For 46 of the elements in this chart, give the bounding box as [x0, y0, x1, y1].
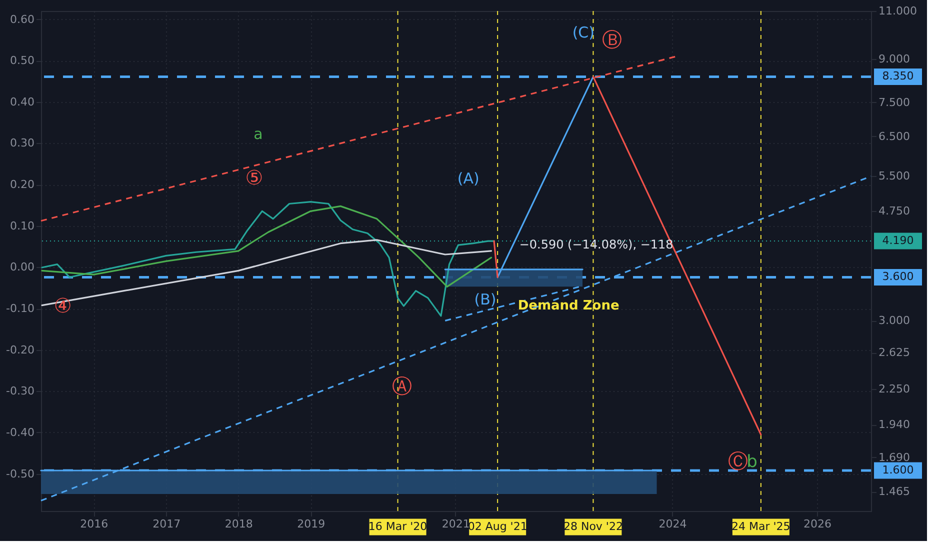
y-tick-label: 0.30: [10, 136, 34, 150]
y-tick-label: -0.20: [6, 343, 34, 356]
y-tick-label: 0.00: [10, 260, 34, 274]
ref-line-label: 1.600: [882, 464, 914, 477]
annotation: Ⓑ: [602, 28, 622, 52]
annotation: ⑤: [245, 165, 264, 190]
y2-tick-label: 3.000: [878, 314, 910, 328]
y-tick-label: 0.40: [10, 95, 34, 108]
annotation: Demand Zone: [518, 298, 620, 314]
y2-tick-label: 2.250: [878, 382, 910, 396]
x-tick-label: 2017: [152, 518, 181, 530]
y-tick-label: -0.10: [6, 302, 34, 316]
annotation: (C): [572, 24, 595, 42]
y2-tick-label: 1.465: [878, 485, 910, 498]
x-tick-label: 2021: [442, 518, 470, 530]
y-tick-label: -0.40: [6, 426, 34, 439]
ref-line-label: 16 Mar '20: [368, 520, 428, 533]
y2-tick-label: 7.500: [878, 96, 910, 109]
y2-tick-label: 9.000: [878, 52, 910, 66]
ref-line-label: 8.350: [882, 70, 914, 83]
y-tick-label: 0.10: [10, 219, 34, 232]
x-tick-label: 2024: [658, 518, 687, 530]
ref-line-label: 3.600: [882, 270, 914, 284]
annotation: a: [254, 125, 263, 144]
x-tick-label: 2018: [224, 518, 253, 530]
y2-tick-label: 5.500: [878, 170, 910, 183]
y2-tick-label: 4.750: [878, 204, 910, 218]
ref-line-label: 4.190: [882, 234, 914, 248]
annotation: Ⓒ: [728, 448, 748, 473]
y-tick-label: -0.50: [6, 467, 34, 480]
annotation: (B): [474, 290, 496, 308]
annotation: Ⓐ: [392, 374, 412, 398]
x-tick-label: 2016: [80, 518, 108, 530]
y2-tick-label: 1.690: [878, 450, 910, 464]
y2-tick-label: 1.940: [878, 418, 910, 432]
annotation: b: [746, 452, 758, 472]
y2-tick-label: 2.625: [878, 346, 910, 360]
x-tick-label: 2019: [297, 518, 326, 530]
y-tick-label: 0.20: [10, 178, 34, 192]
y2-tick-label: 11.000: [878, 4, 917, 18]
annotation: (A): [457, 169, 480, 188]
x-tick-label: 2026: [803, 518, 832, 530]
y-tick-label: 0.50: [10, 54, 34, 68]
y-tick-label: -0.30: [6, 384, 34, 398]
y2-tick-label: 6.500: [878, 130, 910, 143]
y-tick-label: 0.60: [10, 12, 34, 26]
